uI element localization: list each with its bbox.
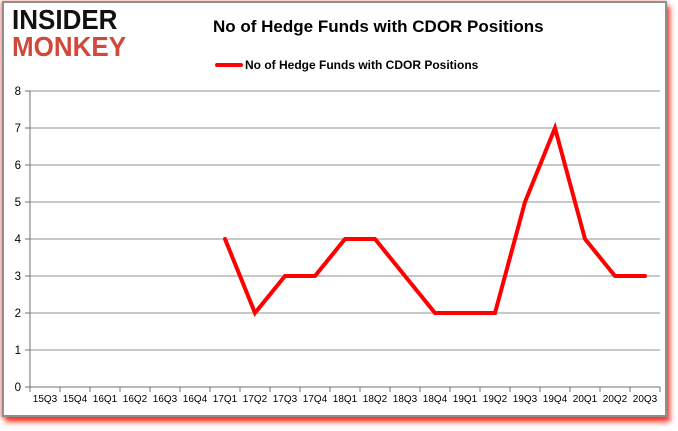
x-axis-label: 16Q1 [93, 394, 118, 405]
x-axis-label: 16Q3 [153, 394, 178, 405]
x-axis-label: 19Q4 [543, 394, 568, 405]
y-axis-label: 1 [15, 345, 21, 357]
y-axis-label: 7 [15, 123, 21, 135]
x-axis-label: 20Q3 [633, 394, 658, 405]
y-axis-label: 4 [15, 234, 22, 246]
x-axis-label: 18Q1 [333, 394, 358, 405]
logo-text-insider: INSIDER [12, 3, 118, 36]
y-axis-label: 2 [15, 308, 21, 320]
y-axis-label: 6 [15, 160, 21, 172]
x-axis-label: 15Q3 [33, 394, 58, 405]
series-line [223, 121, 647, 317]
x-axis-label: 17Q3 [273, 394, 298, 405]
legend-label: No of Hedge Funds with CDOR Positions [245, 58, 479, 72]
y-axis-label: 8 [15, 86, 21, 98]
x-axis-label: 17Q1 [213, 394, 238, 405]
legend: No of Hedge Funds with CDOR Positions [215, 58, 478, 72]
x-axis-label: 19Q1 [453, 394, 478, 405]
y-axis-label: 0 [15, 382, 21, 394]
x-axis-label: 18Q2 [363, 394, 388, 405]
x-axis-label: 19Q3 [513, 394, 538, 405]
x-axis-label: 17Q2 [243, 394, 268, 405]
x-axis-label: 18Q3 [393, 394, 418, 405]
x-axis-label: 16Q4 [183, 394, 208, 405]
x-axis-label: 17Q4 [303, 394, 328, 405]
logo-text-monkey: MONKEY [12, 30, 127, 63]
x-axis-label: 15Q4 [63, 394, 88, 405]
x-axis-label: 16Q2 [123, 394, 148, 405]
insider-monkey-logo: INSIDER MONKEY [12, 3, 127, 63]
x-axis-label: 19Q2 [483, 394, 508, 405]
x-axis-label: 20Q2 [603, 394, 628, 405]
chart-title: No of Hedge Funds with CDOR Positions [213, 17, 544, 36]
y-axis-label: 3 [15, 271, 21, 283]
x-axis-label: 18Q4 [423, 394, 448, 405]
x-axis-label: 20Q1 [573, 394, 598, 405]
legend-series-line-swatch [215, 63, 243, 67]
y-axis-label: 5 [15, 197, 21, 209]
chart-frame [2, 1, 667, 417]
